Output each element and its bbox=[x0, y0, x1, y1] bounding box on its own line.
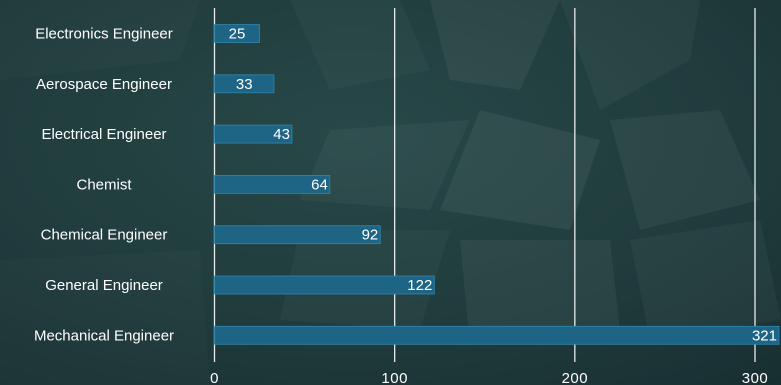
x-tick-label-100: 100 bbox=[381, 370, 408, 385]
value-labels: 25 33 43 64 92 122 321 bbox=[229, 26, 777, 345]
data-label: 122 bbox=[407, 277, 432, 294]
x-tick-label-200: 200 bbox=[562, 370, 589, 385]
bar-chemical-engineer bbox=[214, 225, 381, 245]
x-tick-label-300: 300 bbox=[742, 370, 769, 385]
data-label: 25 bbox=[229, 26, 246, 43]
category-label: Aerospace Engineer bbox=[36, 76, 172, 93]
bars bbox=[214, 24, 780, 345]
x-axis-tick-labels: 0 100 200 300 bbox=[210, 370, 768, 385]
bar-general-engineer bbox=[214, 275, 435, 295]
x-tick-label-0: 0 bbox=[210, 370, 219, 385]
category-label: General Engineer bbox=[45, 277, 163, 294]
category-label: Chemical Engineer bbox=[41, 227, 168, 244]
category-label: Electronics Engineer bbox=[35, 26, 173, 43]
bar-electronics-engineer bbox=[214, 24, 260, 43]
data-label: 64 bbox=[311, 176, 328, 193]
category-labels: Electronics Engineer Aerospace Engineer El… bbox=[34, 26, 174, 345]
data-label: 321 bbox=[752, 327, 777, 344]
bar-mechanical-engineer bbox=[214, 325, 780, 345]
category-label: Chemist bbox=[76, 176, 132, 193]
data-label: 43 bbox=[273, 126, 290, 143]
bar-chemist bbox=[214, 174, 331, 194]
category-label: Mechanical Engineer bbox=[34, 327, 174, 344]
category-label: Electrical Engineer bbox=[41, 126, 166, 143]
data-label: 92 bbox=[362, 227, 379, 244]
bar-electrical-engineer bbox=[214, 124, 293, 144]
data-label: 33 bbox=[236, 76, 253, 93]
bar-aerospace-engineer bbox=[214, 74, 275, 94]
